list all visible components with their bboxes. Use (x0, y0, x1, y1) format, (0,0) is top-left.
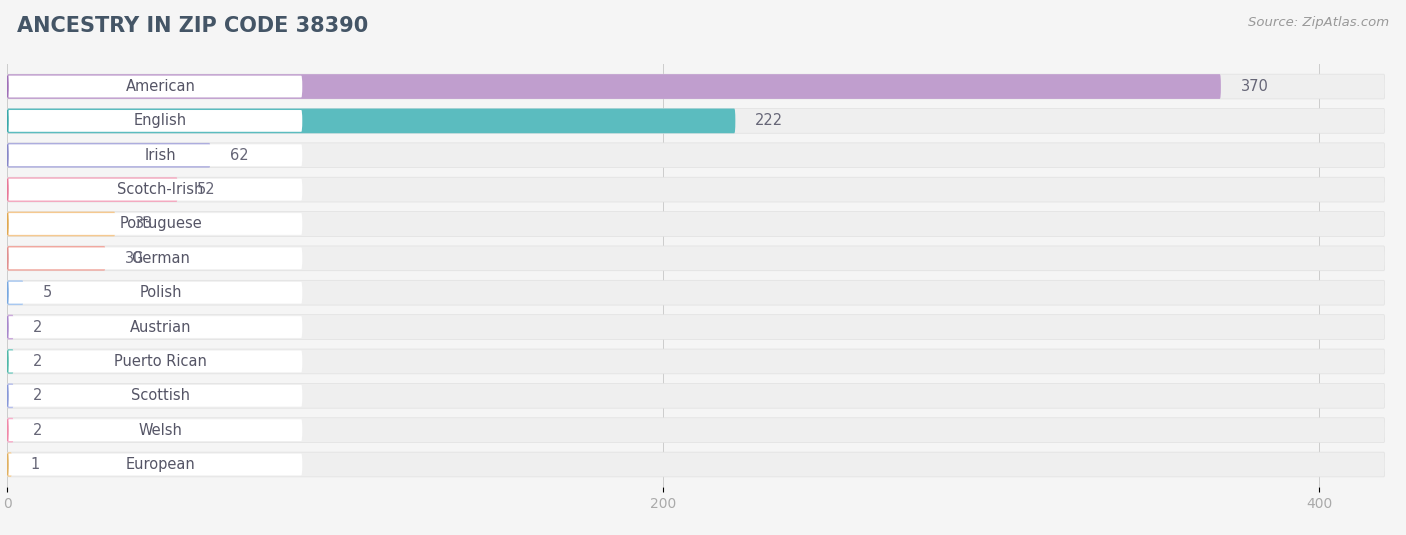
Circle shape (6, 385, 8, 406)
Text: German: German (131, 251, 190, 266)
FancyBboxPatch shape (7, 315, 1385, 339)
FancyBboxPatch shape (7, 384, 14, 408)
FancyBboxPatch shape (8, 282, 302, 303)
Text: Welsh: Welsh (139, 423, 183, 438)
Text: Polish: Polish (139, 285, 181, 300)
Text: Irish: Irish (145, 148, 176, 163)
Circle shape (6, 351, 8, 372)
FancyBboxPatch shape (8, 213, 302, 235)
FancyBboxPatch shape (7, 143, 211, 167)
Text: Puerto Rican: Puerto Rican (114, 354, 207, 369)
FancyBboxPatch shape (7, 177, 177, 202)
Text: Scotch-Irish: Scotch-Irish (117, 182, 204, 197)
Text: 2: 2 (34, 354, 42, 369)
FancyBboxPatch shape (8, 110, 302, 132)
FancyBboxPatch shape (7, 109, 1385, 133)
Text: 222: 222 (755, 113, 783, 128)
Text: American: American (125, 79, 195, 94)
Text: 2: 2 (34, 423, 42, 438)
FancyBboxPatch shape (7, 212, 1385, 236)
Text: European: European (125, 457, 195, 472)
Circle shape (6, 454, 8, 475)
Circle shape (6, 145, 8, 166)
FancyBboxPatch shape (7, 349, 14, 374)
FancyBboxPatch shape (7, 74, 1220, 99)
Text: 62: 62 (231, 148, 249, 163)
FancyBboxPatch shape (7, 246, 1385, 271)
FancyBboxPatch shape (7, 177, 1385, 202)
FancyBboxPatch shape (7, 315, 14, 339)
FancyBboxPatch shape (8, 144, 302, 166)
FancyBboxPatch shape (8, 316, 302, 338)
FancyBboxPatch shape (7, 280, 24, 305)
Text: 33: 33 (135, 217, 153, 232)
FancyBboxPatch shape (7, 384, 1385, 408)
Text: 2: 2 (34, 319, 42, 334)
Circle shape (6, 248, 8, 269)
Circle shape (6, 420, 8, 440)
Circle shape (6, 179, 8, 200)
Text: ANCESTRY IN ZIP CODE 38390: ANCESTRY IN ZIP CODE 38390 (17, 16, 368, 36)
FancyBboxPatch shape (7, 74, 1385, 99)
FancyBboxPatch shape (7, 143, 1385, 167)
Text: Austrian: Austrian (129, 319, 191, 334)
Text: Source: ZipAtlas.com: Source: ZipAtlas.com (1249, 16, 1389, 29)
FancyBboxPatch shape (7, 349, 1385, 374)
FancyBboxPatch shape (7, 452, 1385, 477)
Text: 370: 370 (1240, 79, 1268, 94)
FancyBboxPatch shape (7, 418, 1385, 442)
FancyBboxPatch shape (8, 385, 302, 407)
FancyBboxPatch shape (8, 75, 302, 97)
FancyBboxPatch shape (8, 248, 302, 269)
Text: 1: 1 (30, 457, 39, 472)
FancyBboxPatch shape (8, 454, 302, 476)
Text: 52: 52 (197, 182, 217, 197)
FancyBboxPatch shape (8, 179, 302, 201)
Circle shape (6, 111, 8, 131)
Circle shape (6, 76, 8, 97)
Text: 5: 5 (44, 285, 52, 300)
Circle shape (6, 213, 8, 234)
Text: English: English (134, 113, 187, 128)
Text: 30: 30 (125, 251, 143, 266)
FancyBboxPatch shape (8, 419, 302, 441)
Text: Scottish: Scottish (131, 388, 190, 403)
FancyBboxPatch shape (7, 212, 115, 236)
FancyBboxPatch shape (7, 418, 14, 442)
FancyBboxPatch shape (7, 452, 11, 477)
Circle shape (6, 317, 8, 338)
FancyBboxPatch shape (7, 109, 735, 133)
FancyBboxPatch shape (7, 280, 1385, 305)
Text: 2: 2 (34, 388, 42, 403)
FancyBboxPatch shape (8, 350, 302, 372)
Text: Portuguese: Portuguese (120, 217, 202, 232)
FancyBboxPatch shape (7, 246, 105, 271)
Circle shape (6, 282, 8, 303)
